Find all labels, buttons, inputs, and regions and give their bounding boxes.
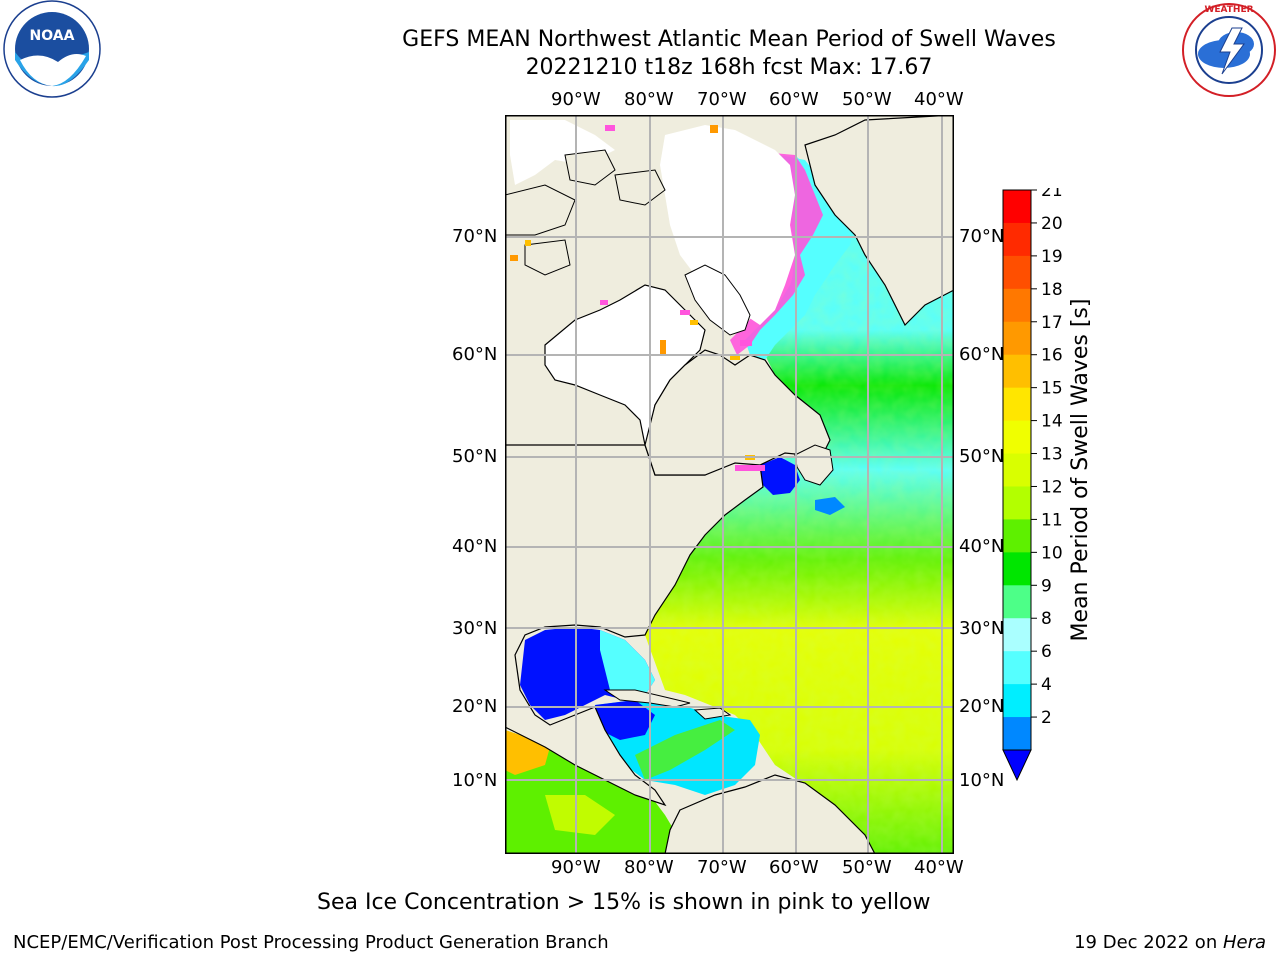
colorbar-tick-label: 10 xyxy=(1041,543,1063,563)
lat-label-right-50n: 50°N xyxy=(959,446,1005,467)
colorbar-segment xyxy=(1003,717,1031,751)
colorbar-segment xyxy=(1003,255,1031,290)
colorbar-segment xyxy=(1003,420,1031,455)
sea-ice-caption: Sea Ice Concentration > 15% is shown in … xyxy=(317,890,931,915)
lon-label-bottom-70w: 70°W xyxy=(697,857,747,878)
footer-host-text: Hera xyxy=(1222,932,1266,953)
footer-left-credit: NCEP/EMC/Verification Post Processing Pr… xyxy=(13,932,609,953)
colorbar-segment xyxy=(1003,321,1031,356)
colorbar-segment xyxy=(1003,354,1031,389)
lon-label-bottom-60w: 60°W xyxy=(769,857,819,878)
lon-label-top-80w: 80°W xyxy=(624,89,674,110)
colorbar-segment xyxy=(1003,190,1031,224)
lat-label-left-20n: 20°N xyxy=(452,696,498,717)
lat-label-left-50n: 50°N xyxy=(452,446,498,467)
colorbar-label: Mean Period of Swell Waves [s] xyxy=(1068,298,1093,642)
lon-label-bottom-40w: 40°W xyxy=(914,857,964,878)
cuba-island xyxy=(603,689,691,708)
svg-text:WEATHER: WEATHER xyxy=(1204,5,1253,15)
colorbar-tick-label: 14 xyxy=(1041,412,1063,432)
colorbar-segment xyxy=(1003,486,1031,520)
colorbar-tick-label: 9 xyxy=(1041,576,1052,596)
nws-logo: WEATHER xyxy=(1178,0,1280,100)
colorbar-tick-label: 16 xyxy=(1041,346,1063,366)
lat-label-left-30n: 30°N xyxy=(452,618,498,639)
baffin-island xyxy=(684,264,751,336)
colorbar-frame xyxy=(1002,189,1032,751)
colorbar-tick-label: 11 xyxy=(1041,510,1063,530)
noaa-logo-text: NOAA xyxy=(30,28,75,44)
lat-label-right-40n: 40°N xyxy=(959,536,1005,557)
colorbar-extend-arrow xyxy=(1002,749,1032,782)
colorbar: 21 20 19 18 17 16 15 14 13 12 11 10 9 8 6 4 2 xyxy=(1002,181,1092,783)
footer-date-text: 19 Dec 2022 on xyxy=(1074,932,1223,953)
hispaniola-island xyxy=(693,707,732,720)
lon-label-top-90w: 90°W xyxy=(551,89,601,110)
chart-title-line1: GEFS MEAN Northwest Atlantic Mean Period… xyxy=(402,27,1056,52)
lat-label-right-10n: 10°N xyxy=(959,770,1005,791)
gulf-st-lawrence-field xyxy=(760,457,800,495)
lat-label-left-60n: 60°N xyxy=(452,344,498,365)
eastern-pacific-field xyxy=(505,730,685,854)
lat-label-right-20n: 20°N xyxy=(959,696,1005,717)
colorbar-tick-label: 18 xyxy=(1041,280,1063,300)
colorbar-segment xyxy=(1003,618,1031,652)
colorbar-tick-label: 15 xyxy=(1041,379,1063,399)
colorbar-tick-label: 21 xyxy=(1041,188,1063,201)
greenland-land xyxy=(804,114,955,327)
map-panel xyxy=(504,114,955,855)
arctic-ice-area xyxy=(660,125,795,325)
map-frame xyxy=(505,115,954,854)
newfoundland-island xyxy=(794,444,834,486)
lat-label-right-30n: 30°N xyxy=(959,618,1005,639)
lon-label-top-50w: 50°W xyxy=(842,89,892,110)
colorbar-tick-label: 17 xyxy=(1041,313,1063,333)
map-gridlines xyxy=(505,115,954,854)
colorbar-segment xyxy=(1003,552,1031,586)
colorbar-tick-label: 20 xyxy=(1041,214,1063,234)
colorbar-tick-label: 6 xyxy=(1041,642,1052,662)
colorbar-segment xyxy=(1003,651,1031,685)
lat-label-right-60n: 60°N xyxy=(959,344,1005,365)
lat-label-right-70n: 70°N xyxy=(959,226,1005,247)
south-america-land xyxy=(664,774,876,855)
chart-title-line2: 20221210 t18z 168h fcst Max: 17.67 xyxy=(525,55,933,80)
colorbar-segment xyxy=(1003,222,1031,257)
colorbar-tick-label: 8 xyxy=(1041,609,1052,629)
colorbar-tick-label: 4 xyxy=(1041,675,1052,695)
colorbar-tick-label: 13 xyxy=(1041,445,1063,465)
footer-right-date: 19 Dec 2022 on Hera xyxy=(1074,932,1266,953)
lon-label-top-70w: 70°W xyxy=(697,89,747,110)
lat-label-left-70n: 70°N xyxy=(452,226,498,247)
lon-label-top-40w: 40°W xyxy=(914,89,964,110)
lat-label-left-10n: 10°N xyxy=(452,770,498,791)
lon-label-bottom-50w: 50°W xyxy=(842,857,892,878)
colorbar-segment xyxy=(1003,585,1031,619)
colorbar-tick-label: 2 xyxy=(1041,708,1052,728)
lon-label-bottom-80w: 80°W xyxy=(624,857,674,878)
colorbar-segment xyxy=(1003,288,1031,323)
lon-label-top-60w: 60°W xyxy=(769,89,819,110)
lon-label-bottom-90w: 90°W xyxy=(551,857,601,878)
colorbar-segment xyxy=(1003,519,1031,553)
colorbar-segment xyxy=(1003,453,1031,487)
colorbar-tick-label: 12 xyxy=(1041,477,1063,497)
lat-label-left-40n: 40°N xyxy=(452,536,498,557)
noaa-logo: NOAA xyxy=(0,0,106,100)
colorbar-tick-label: 19 xyxy=(1041,247,1063,267)
colorbar-segment xyxy=(1003,684,1031,718)
colorbar-segment xyxy=(1003,387,1031,422)
